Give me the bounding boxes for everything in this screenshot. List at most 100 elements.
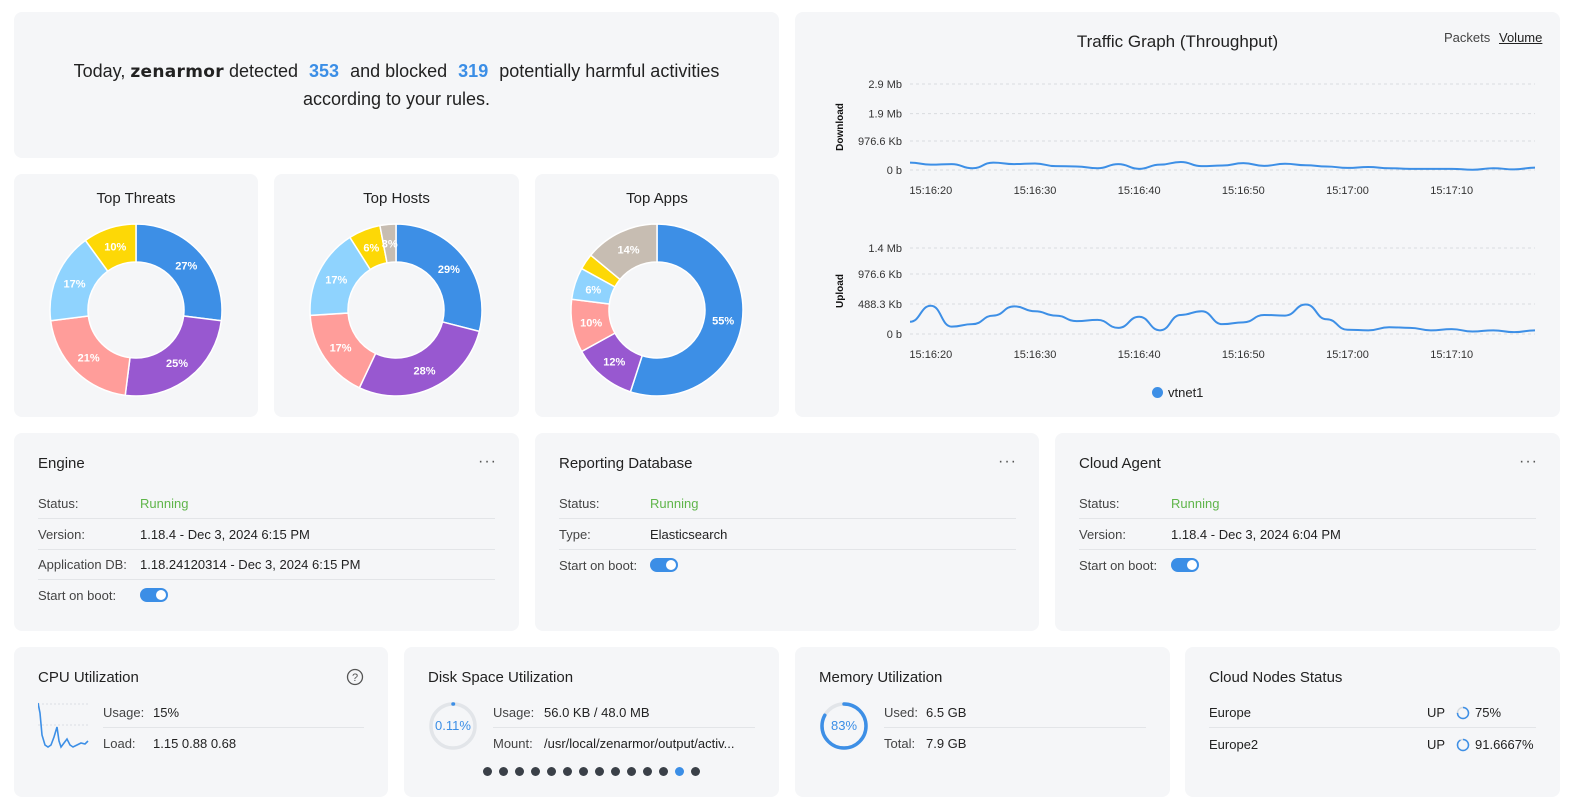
memory-gauge-label: 83% bbox=[830, 718, 858, 733]
pager-dot[interactable] bbox=[611, 767, 620, 776]
series-line[interactable] bbox=[909, 303, 1536, 334]
cpu-sparkline bbox=[38, 702, 90, 749]
slice-label: 17% bbox=[330, 343, 352, 355]
donut-slice[interactable] bbox=[589, 223, 658, 281]
disk-mount-row: Mount: /usr/local/zenarmor/output/activ.… bbox=[493, 728, 755, 759]
reporting-type-label: Type: bbox=[559, 526, 591, 542]
cpu-load-label: Load: bbox=[103, 736, 136, 751]
engine-appdb-label: Application DB: bbox=[38, 556, 127, 572]
legend-dot-icon bbox=[1152, 387, 1163, 398]
top-apps-donut[interactable]: 55% 12% 10% 6% 14% bbox=[535, 174, 779, 417]
pager-dot[interactable] bbox=[595, 767, 604, 776]
disk-mount-label: Mount: bbox=[493, 736, 533, 751]
cloud-nodes-card: Cloud Nodes Status Europe UP 75% Europe2… bbox=[1185, 647, 1560, 797]
pager-dot[interactable] bbox=[515, 767, 524, 776]
x-tick-label: 15:16:30 bbox=[1014, 349, 1057, 361]
top-threats-title: Top Threats bbox=[96, 190, 176, 207]
memory-used-row: Used: 6.5 GB bbox=[884, 697, 1146, 728]
traffic-chart[interactable]: 2.9 Mb 1.9 Mb 976.6 Kb 0 b 15:16:20 15:16:30 1… bbox=[795, 12, 1560, 417]
cloud-nodes-title: Cloud Nodes Status bbox=[1209, 669, 1343, 686]
donut-slice[interactable] bbox=[124, 315, 223, 397]
engine-status-label: Status: bbox=[38, 495, 79, 511]
pager-dot[interactable] bbox=[579, 767, 588, 776]
slice-label: 17% bbox=[63, 278, 85, 290]
y-tick-label: 1.4 Mb bbox=[868, 243, 902, 255]
memory-total-row: Total: 7.9 GB bbox=[884, 728, 1146, 759]
summary-card: Today, zenarmor detected 353 and blocked… bbox=[14, 12, 779, 158]
engine-version-label: Version: bbox=[38, 526, 85, 542]
x-tick-label: 15:16:40 bbox=[1118, 349, 1161, 361]
engine-version-value: 1.18.4 - Dec 3, 2024 6:15 PM bbox=[140, 526, 310, 542]
pager-dot[interactable] bbox=[483, 767, 492, 776]
cloud-node-name: Europe bbox=[1209, 704, 1251, 720]
pager-dot[interactable] bbox=[547, 767, 556, 776]
pager-dot[interactable] bbox=[627, 767, 636, 776]
top-hosts-card: Top Hosts 29% 28% 17% 17% 6% 3% bbox=[274, 174, 519, 417]
reporting-boot-label: Start on boot: bbox=[559, 558, 638, 573]
summary-prefix: Today, bbox=[73, 61, 126, 81]
pager-dot[interactable] bbox=[691, 767, 700, 776]
slice-label: 14% bbox=[617, 244, 639, 256]
tab-packets[interactable]: Packets bbox=[1444, 30, 1491, 45]
cloud-node-status: UP bbox=[1427, 737, 1446, 752]
top-threats-donut[interactable]: 27% 25% 21% 17% 10% bbox=[14, 174, 258, 417]
slice-label: 12% bbox=[603, 357, 625, 369]
memory-used-value: 6.5 GB bbox=[926, 704, 967, 720]
pager-dot[interactable] bbox=[643, 767, 652, 776]
traffic-graph-card: Traffic Graph (Throughput) Packets Volum… bbox=[795, 12, 1560, 417]
summary-text: Today, zenarmor detected 353 and blocked… bbox=[14, 58, 779, 113]
top-apps-card: Top Apps 55% 12% 10% 6% 14% bbox=[535, 174, 779, 417]
y-tick-label: 0 b bbox=[887, 165, 902, 177]
disk-mount-value: /usr/local/zenarmor/output/activ... bbox=[544, 736, 735, 751]
disk-title: Disk Space Utilization bbox=[428, 669, 574, 686]
slice-label: 25% bbox=[166, 358, 188, 370]
pager-dot[interactable] bbox=[675, 767, 684, 776]
reporting-status-value: Running bbox=[650, 495, 699, 511]
reporting-db-more-icon[interactable]: ··· bbox=[998, 453, 1017, 470]
pager-dot[interactable] bbox=[563, 767, 572, 776]
reporting-boot-toggle[interactable] bbox=[650, 558, 678, 572]
cloud-agent-more-icon[interactable]: ··· bbox=[1519, 453, 1538, 470]
help-icon[interactable]: ? bbox=[346, 668, 364, 686]
cpu-load-value: 1.15 0.88 0.68 bbox=[153, 736, 237, 751]
top-hosts-donut[interactable]: 29% 28% 17% 17% 6% 3% bbox=[274, 174, 519, 417]
slice-label: 6% bbox=[585, 284, 601, 296]
pager-dot[interactable] bbox=[499, 767, 508, 776]
summary-suffix: potentially harmful activities bbox=[499, 61, 720, 81]
engine-more-icon[interactable]: ··· bbox=[478, 453, 497, 470]
top-apps-title: Top Apps bbox=[626, 190, 688, 207]
donut-slice[interactable] bbox=[358, 321, 481, 397]
cloud-node-row: Europe UP 75% bbox=[1209, 697, 1536, 728]
x-tick-label: 15:17:10 bbox=[1430, 185, 1473, 197]
y-tick-label: 2.9 Mb bbox=[868, 79, 902, 91]
cloud-agent-status-value: Running bbox=[1171, 495, 1220, 511]
donut-slice[interactable] bbox=[379, 223, 397, 264]
pager-dot[interactable] bbox=[531, 767, 540, 776]
slice-label: 17% bbox=[325, 275, 347, 287]
engine-boot-toggle[interactable] bbox=[140, 588, 168, 602]
donut-slice[interactable] bbox=[84, 223, 137, 273]
engine-status-value: Running bbox=[140, 495, 189, 511]
donut-slice[interactable] bbox=[629, 223, 744, 397]
x-tick-label: 15:16:50 bbox=[1222, 185, 1265, 197]
slice-label: 6% bbox=[363, 243, 379, 255]
cloud-agent-boot-toggle[interactable] bbox=[1171, 558, 1199, 572]
donut-slice[interactable] bbox=[395, 223, 483, 333]
gauge-fill bbox=[820, 702, 868, 750]
series-line[interactable] bbox=[909, 160, 1536, 171]
engine-status-row: Status: Running bbox=[38, 488, 495, 519]
x-tick-label: 15:17:00 bbox=[1326, 185, 1369, 197]
tab-volume[interactable]: Volume bbox=[1499, 30, 1543, 45]
cloud-node-status: UP bbox=[1427, 704, 1446, 720]
slice-label: 28% bbox=[414, 366, 436, 378]
cloud-agent-status-row: Status: Running bbox=[1079, 488, 1536, 519]
y-tick-label: 976.6 Kb bbox=[858, 136, 902, 148]
blocked-count[interactable]: 319 bbox=[458, 61, 489, 81]
chart-legend[interactable]: vtnet1 bbox=[1152, 385, 1203, 400]
detected-count[interactable]: 353 bbox=[309, 61, 340, 81]
engine-appdb-row: Application DB: 1.18.24120314 - Dec 3, 2… bbox=[38, 549, 495, 580]
cpu-usage-value: 15% bbox=[153, 704, 180, 720]
y-axis-title: Download bbox=[835, 103, 846, 151]
pager-dot[interactable] bbox=[659, 767, 668, 776]
cloud-agent-version-label: Version: bbox=[1079, 526, 1126, 542]
